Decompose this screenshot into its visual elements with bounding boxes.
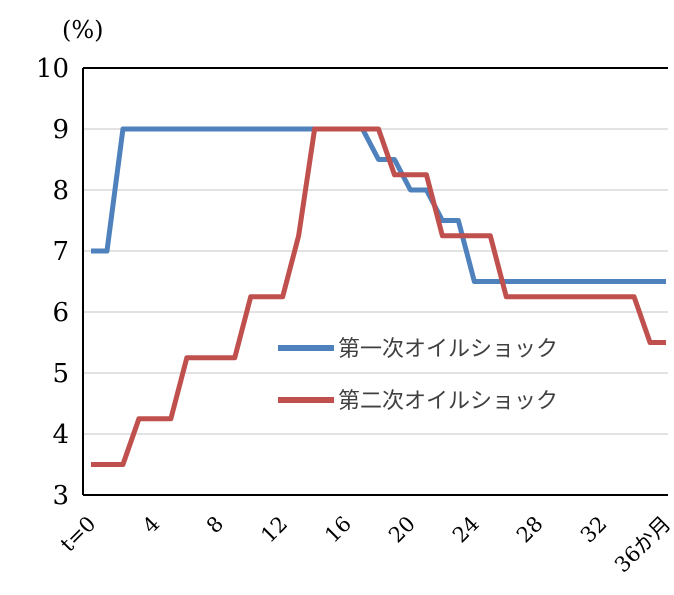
x-tick-label-9: 36か月 <box>610 512 674 578</box>
x-tick-label-5: 20 <box>384 512 420 548</box>
series-line-0 <box>91 126 666 284</box>
y-tick-label-8: 8 <box>52 176 69 206</box>
x-tick-label-3: 12 <box>256 512 292 548</box>
legend-label-second-oil-shock: 第二次オイルショック <box>338 389 558 414</box>
x-tick-label-2: 8 <box>202 512 228 538</box>
legend-label-first-oil-shock: 第一次オイルショック <box>338 337 558 362</box>
x-tick-label-7: 28 <box>512 512 548 548</box>
x-tick-label-1: 4 <box>138 512 164 538</box>
y-tick-label-3: 3 <box>52 481 69 511</box>
y-tick-label-9: 9 <box>52 115 69 145</box>
x-tick-label-8: 32 <box>576 512 612 548</box>
axes <box>82 67 668 496</box>
series-lines <box>91 126 666 467</box>
x-tick-label-6: 24 <box>448 512 484 548</box>
y-tick-label-10: 10 <box>36 54 69 84</box>
series-line-1 <box>91 126 666 467</box>
y-tick-label-6: 6 <box>52 298 69 328</box>
y-tick-label-7: 7 <box>52 237 69 267</box>
x-tick-label-4: 16 <box>320 512 356 548</box>
legend: 第一次オイルショック 第二次オイルショック <box>278 337 558 414</box>
y-tick-label-5: 5 <box>52 359 69 389</box>
y-unit-label: (%) <box>62 16 104 44</box>
y-tick-label-4: 4 <box>52 420 69 450</box>
y-axis-ticks: 3 4 5 6 7 8 9 10 <box>36 54 69 511</box>
x-tick-label-0: t=0 <box>56 512 101 557</box>
